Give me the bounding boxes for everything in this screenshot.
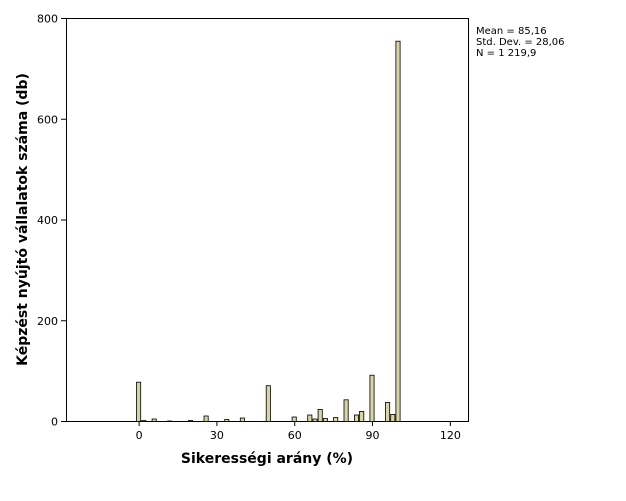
histogram-bar: [239, 417, 245, 422]
y-tick-label: 200: [37, 315, 58, 328]
x-tick-label: 30: [210, 429, 224, 442]
histogram-bar: [203, 415, 209, 422]
histogram-bar: [359, 410, 365, 422]
x-tick-label: 60: [288, 429, 302, 442]
histogram-bar: [291, 416, 297, 422]
histogram-bar: [224, 419, 230, 422]
histogram-bar: [369, 374, 375, 422]
x-axis: 0 30 60 90 120: [136, 421, 461, 442]
y-tick-label: 600: [37, 113, 58, 126]
histogram-bar: [353, 414, 359, 422]
histogram-bar: [141, 420, 147, 422]
histogram-bar: [187, 420, 193, 422]
x-tick-label: 0: [136, 429, 143, 442]
histogram-bar: [322, 418, 328, 422]
stats-mean: Mean = 85,16: [476, 26, 547, 37]
histogram-bar: [265, 385, 271, 422]
histogram-bar: [343, 399, 349, 422]
stats-std-dev: Std. Dev. = 28,06: [476, 37, 565, 48]
y-tick-label: 800: [37, 13, 58, 26]
plot-area: [66, 18, 469, 422]
y-axis-title: Képzést nyújtó vállalatok száma (db): [15, 73, 31, 366]
histogram-bar: [390, 413, 396, 422]
x-tick-label: 120: [440, 429, 461, 442]
histogram-bar: [307, 414, 313, 422]
histogram-bar: [151, 418, 157, 422]
y-axis: 0 200 400 600 800: [37, 13, 66, 429]
y-tick-label: 400: [37, 214, 58, 227]
histogram-bars: [136, 40, 401, 422]
stats-n: N = 1 219,9: [476, 48, 537, 59]
y-tick-label: 0: [51, 416, 58, 429]
histogram-bar: [317, 408, 323, 422]
x-axis-title: Sikerességi arány (%): [181, 451, 353, 467]
x-tick-label: 90: [366, 429, 380, 442]
histogram-bar: [167, 420, 173, 422]
histogram-bar: [312, 418, 318, 422]
histogram-bar: [395, 40, 401, 422]
histogram-bar: [333, 417, 339, 422]
statistics-legend: Mean = 85,16 Std. Dev. = 28,06 N = 1 219…: [476, 26, 565, 59]
histogram-bar: [385, 401, 391, 422]
histogram-bar: [136, 381, 142, 422]
